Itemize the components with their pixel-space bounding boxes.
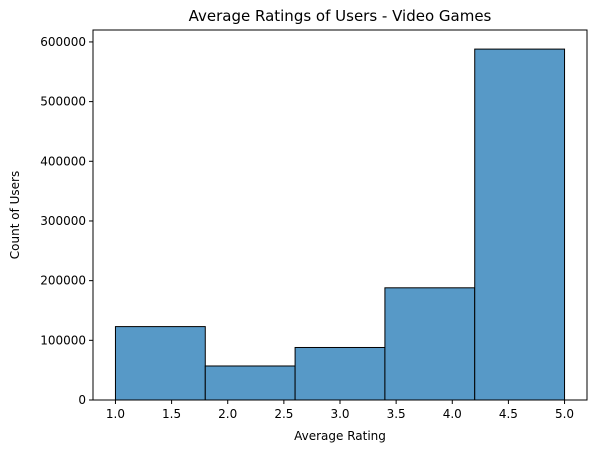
histogram-bar-5 xyxy=(474,48,566,401)
histogram-bar-2 xyxy=(204,365,296,401)
x-tick-label: 5.0 xyxy=(555,407,574,421)
y-tick-label: 300000 xyxy=(40,214,86,228)
x-axis-ticks: 1.0 1.5 2.0 2.5 3.0 3.5 4.0 4.5 5.0 xyxy=(106,400,574,421)
y-tick-label: 100000 xyxy=(40,333,86,347)
y-tick-label: 500000 xyxy=(40,95,86,109)
y-tick-label: 400000 xyxy=(40,154,86,168)
histogram-bar-4 xyxy=(384,287,476,401)
histogram-bar-1 xyxy=(114,326,206,401)
x-tick-label: 4.5 xyxy=(499,407,518,421)
bars xyxy=(114,48,566,401)
x-tick-label: 2.0 xyxy=(218,407,237,421)
y-tick-label: 0 xyxy=(78,393,86,407)
y-axis-label: Count of Users xyxy=(8,171,22,259)
x-tick-label: 1.0 xyxy=(106,407,125,421)
x-tick-label: 1.5 xyxy=(162,407,181,421)
y-axis-ticks: 0 100000 200000 300000 400000 500000 600000 xyxy=(40,35,93,407)
histogram-bar-3 xyxy=(294,346,386,401)
x-tick-label: 4.0 xyxy=(443,407,462,421)
y-tick-label: 200000 xyxy=(40,274,86,288)
y-tick-label: 600000 xyxy=(40,35,86,49)
x-tick-label: 2.5 xyxy=(274,407,293,421)
x-tick-label: 3.0 xyxy=(330,407,349,421)
x-tick-label: 3.5 xyxy=(387,407,406,421)
x-axis-label: Average Rating xyxy=(294,429,386,443)
chart-title: Average Ratings of Users - Video Games xyxy=(189,7,492,25)
